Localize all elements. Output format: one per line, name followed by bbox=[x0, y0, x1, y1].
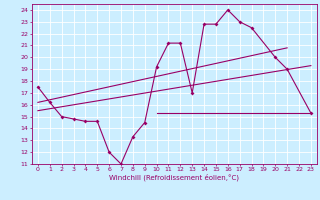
X-axis label: Windchill (Refroidissement éolien,°C): Windchill (Refroidissement éolien,°C) bbox=[109, 174, 239, 181]
